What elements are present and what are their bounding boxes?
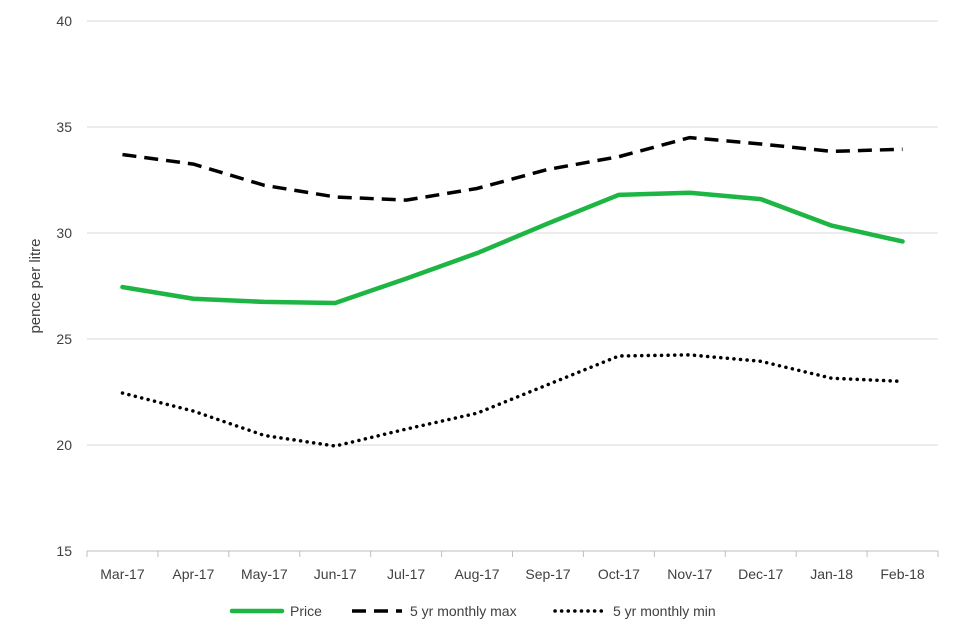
x-tick-label: Oct-17 (598, 566, 640, 582)
x-tick-label: Jan-18 (810, 566, 853, 582)
x-tick-label: Jun-17 (314, 566, 357, 582)
legend-label: 5 yr monthly max (410, 603, 517, 619)
series-line-price (120, 190, 905, 306)
legend: Price 5 yr monthly max 5 yr monthly min (229, 603, 716, 619)
x-tick-label: May-17 (241, 566, 288, 582)
y-tick-label: 25 (56, 331, 72, 347)
x-tick-label: Aug-17 (454, 566, 499, 582)
y-tick-label: 15 (56, 543, 72, 559)
y-tick-label: 35 (56, 119, 72, 135)
x-tick-label: Jul-17 (387, 566, 425, 582)
series-line-5-yr-monthly-min (120, 353, 905, 448)
x-tick-label: Dec-17 (738, 566, 783, 582)
x-tick-label: Feb-18 (880, 566, 925, 582)
y-axis-ticks: 15 20 25 30 35 40 (56, 13, 72, 559)
series-lines (120, 135, 905, 448)
legend-item: Price (229, 603, 322, 619)
legend-label: 5 yr monthly min (613, 603, 716, 619)
x-tick-label: Mar-17 (100, 566, 145, 582)
x-tick-label: Sep-17 (525, 566, 570, 582)
y-tick-label: 20 (56, 437, 72, 453)
x-axis-ticks: Mar-17 Apr-17 May-17 Jun-17 Jul-17 Aug-17 Sep-… (100, 566, 925, 582)
x-axis (86, 550, 939, 557)
legend-item: 5 yr monthly max (352, 603, 517, 619)
series-line-5-yr-monthly-max (122, 135, 903, 202)
x-tick-label: Apr-17 (172, 566, 214, 582)
gridlines (87, 20, 938, 446)
legend-item: 5 yr monthly min (553, 603, 716, 619)
legend-label: Price (290, 603, 322, 619)
y-tick-label: 40 (56, 13, 72, 29)
x-tick-label: Nov-17 (667, 566, 712, 582)
y-tick-label: 30 (56, 225, 72, 241)
y-axis-title: pence per litre (27, 238, 44, 333)
